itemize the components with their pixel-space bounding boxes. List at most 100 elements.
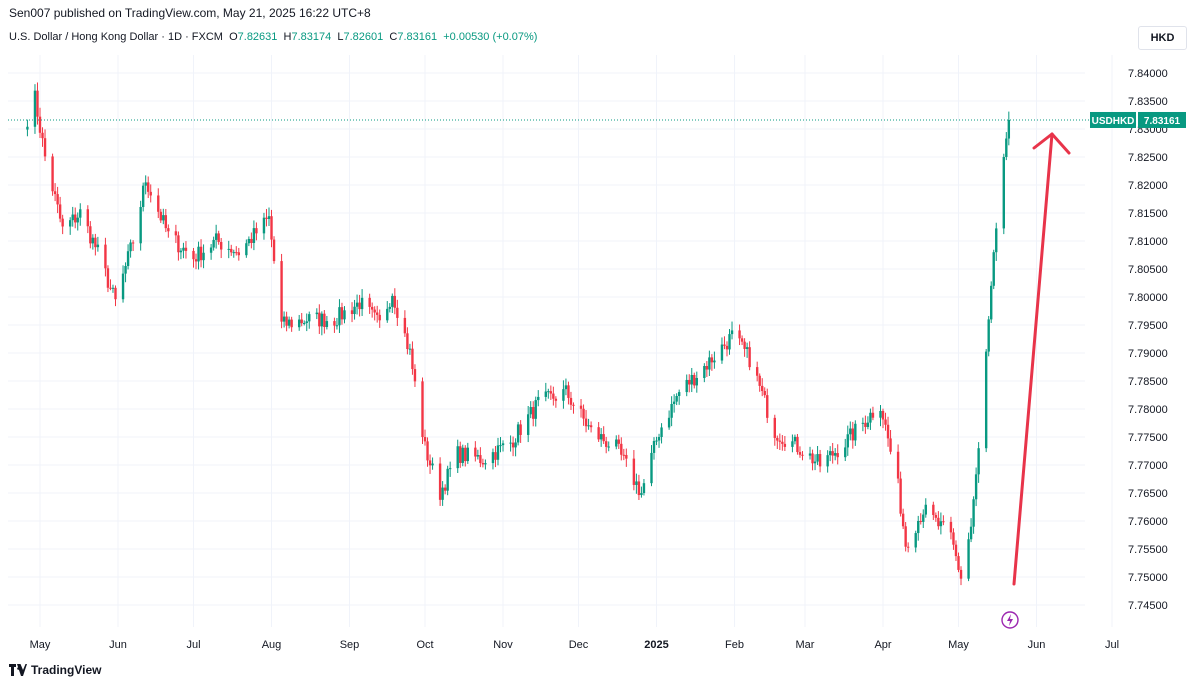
y-axis-tick-label: 7.78000 xyxy=(1128,404,1168,416)
candle-body xyxy=(866,422,870,427)
candle-body xyxy=(969,526,973,540)
candle-body xyxy=(778,440,782,442)
candle-body xyxy=(43,138,47,157)
low-label: L xyxy=(337,31,344,43)
candle-body xyxy=(245,243,248,256)
candle-body xyxy=(879,410,882,418)
candle-body xyxy=(615,439,618,447)
candle-body xyxy=(1007,119,1011,139)
candle-body xyxy=(939,521,943,527)
candle-body xyxy=(537,396,540,401)
candle-body xyxy=(340,307,344,320)
candle-body xyxy=(338,307,341,326)
candle-body xyxy=(250,238,253,243)
candle-body xyxy=(766,395,769,418)
candle-body xyxy=(323,313,326,327)
candle-body xyxy=(755,367,759,376)
candle-body xyxy=(94,237,97,248)
x-axis-tick-label: Jun xyxy=(1028,639,1046,651)
candle-body xyxy=(579,405,583,409)
candle-body xyxy=(992,252,995,286)
candle-body xyxy=(448,468,452,470)
candle-body xyxy=(554,398,558,401)
candle-body xyxy=(637,481,641,496)
candle-body xyxy=(934,515,938,518)
candle-body xyxy=(491,452,495,464)
candle-body xyxy=(496,445,500,460)
candle-body xyxy=(544,391,548,397)
candle-body xyxy=(889,438,892,452)
candle-body xyxy=(280,261,283,322)
candle-body xyxy=(640,493,643,496)
candle-body xyxy=(728,334,731,350)
candle-body xyxy=(861,422,865,424)
annotation-arrow-head xyxy=(1032,132,1071,155)
candle-body xyxy=(796,436,799,453)
candle-body xyxy=(864,422,867,427)
candle-body xyxy=(849,428,852,435)
candle-body xyxy=(53,191,57,195)
candle-body xyxy=(494,452,497,460)
x-axis-tick-label: Nov xyxy=(493,639,513,651)
candle-body xyxy=(899,478,902,514)
candle-body xyxy=(695,377,698,386)
candle-body xyxy=(343,310,346,320)
candle-body xyxy=(818,454,822,467)
y-axis-tick-label: 7.84000 xyxy=(1128,68,1168,80)
candle-body xyxy=(96,244,100,248)
candle-body xyxy=(967,539,970,579)
candle-body xyxy=(89,226,92,244)
candle-body xyxy=(808,453,812,456)
candle-body xyxy=(688,379,691,385)
candle-body xyxy=(584,418,588,427)
candle-body xyxy=(851,428,855,441)
candle-body xyxy=(569,397,573,405)
candle-body xyxy=(265,217,268,219)
candle-body xyxy=(942,521,945,523)
candle-body xyxy=(758,375,761,386)
candle-body xyxy=(76,217,79,223)
candle-body xyxy=(388,306,391,309)
candle-body xyxy=(104,244,107,269)
y-axis-tick-label: 7.83500 xyxy=(1128,96,1168,108)
candle-body xyxy=(690,374,693,385)
candle-body xyxy=(421,381,424,438)
candle-body xyxy=(111,287,115,289)
candle-body xyxy=(290,319,293,328)
symbol-title: U.S. Dollar / Hong Kong Dollar · 1D · FX… xyxy=(9,31,223,43)
candle-body xyxy=(672,401,676,404)
candle-body xyxy=(255,228,258,234)
candle-body xyxy=(1005,138,1008,157)
x-axis-tick-label: Jul xyxy=(186,639,200,651)
candle-body xyxy=(977,448,980,475)
y-axis-tick-label: 7.76500 xyxy=(1128,488,1168,500)
y-axis-tick-label: 7.77000 xyxy=(1128,460,1168,472)
candle-body xyxy=(109,287,112,289)
candle-body xyxy=(466,447,469,462)
candle-body xyxy=(333,321,336,326)
candle-body xyxy=(901,513,905,527)
y-axis-tick-label: 7.78500 xyxy=(1128,376,1168,388)
candle-body xyxy=(177,235,180,253)
candle-body xyxy=(720,344,724,361)
candle-body xyxy=(564,385,568,390)
candle-body xyxy=(396,307,399,318)
candle-body xyxy=(710,357,714,363)
candle-body xyxy=(534,400,537,419)
candle-body xyxy=(791,441,794,447)
x-axis-tick-label: Dec xyxy=(569,639,589,651)
candle-body xyxy=(164,215,168,229)
candle-body xyxy=(1002,157,1005,229)
candle-body xyxy=(582,408,585,419)
candle-body xyxy=(391,295,394,307)
candle-body xyxy=(826,455,829,467)
currency-button[interactable]: HKD xyxy=(1138,26,1187,50)
candle-body xyxy=(428,460,432,466)
candle-body xyxy=(378,314,381,321)
candle-body xyxy=(325,321,329,327)
candle-body xyxy=(217,233,220,242)
candle-body xyxy=(667,417,671,428)
candle-body xyxy=(713,360,716,363)
candle-body xyxy=(904,526,907,547)
